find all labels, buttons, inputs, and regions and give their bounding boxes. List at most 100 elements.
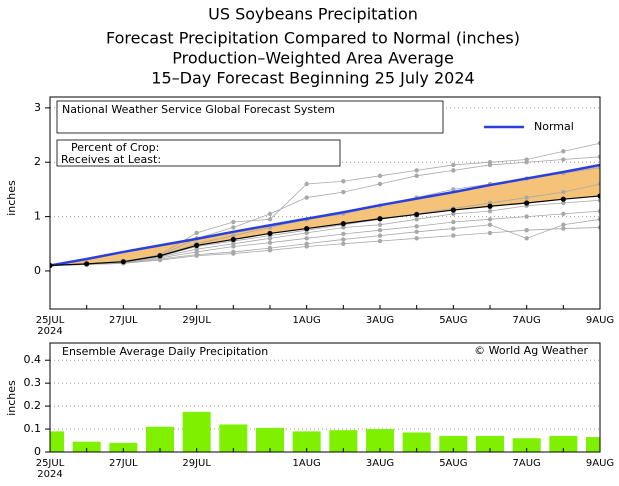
plot-frame	[49, 96, 601, 310]
member-point	[487, 230, 493, 236]
y-tick-label: 0.4	[24, 353, 42, 366]
y-tick-label: 0	[34, 445, 41, 458]
member-point	[267, 211, 273, 217]
bar	[476, 435, 504, 452]
average-point	[50, 262, 53, 269]
member-point	[561, 211, 566, 217]
member-point	[451, 219, 456, 225]
member-point	[194, 230, 199, 236]
member-point	[304, 230, 309, 236]
member-point	[341, 179, 346, 184]
average-point	[377, 216, 383, 222]
member-point	[377, 238, 383, 244]
y-axis-label: inches	[5, 380, 18, 416]
x-tick-label: 27JUL	[109, 315, 138, 326]
x-tick-label: 5AUG	[439, 315, 467, 326]
plot-frame	[49, 342, 601, 453]
member-point	[341, 225, 346, 230]
average-point	[267, 230, 273, 237]
member-point	[414, 236, 419, 241]
member-point	[304, 181, 309, 187]
bar	[182, 411, 211, 452]
x-tick-label: 5AUG	[439, 458, 467, 469]
average-point	[524, 200, 530, 206]
x-tick-label: 9AUG	[586, 458, 614, 469]
member-point	[451, 211, 456, 217]
member-point	[451, 168, 456, 173]
average-line	[50, 195, 600, 267]
member-point	[414, 224, 419, 229]
x-tick-label: 25JUL	[36, 315, 65, 326]
member-point	[597, 198, 600, 203]
average-point	[120, 259, 126, 265]
member-point	[231, 233, 236, 238]
member-point	[597, 181, 600, 187]
member-point	[597, 208, 600, 214]
x-tick-label: 1AUG	[293, 315, 321, 326]
panel-title: Ensemble Average Daily Precipitation	[62, 345, 268, 358]
average-point	[230, 236, 236, 243]
member-point	[597, 141, 600, 146]
member-point	[377, 181, 383, 187]
member-point	[451, 162, 456, 168]
member-point	[487, 208, 493, 214]
x-year-label: 2024	[37, 469, 62, 480]
average-point	[487, 203, 493, 209]
member-point	[451, 187, 456, 192]
bar	[219, 424, 248, 452]
member-point	[341, 231, 346, 237]
member-point	[487, 222, 493, 227]
member-point	[414, 168, 419, 173]
chart-subtitle: Production–Weighted Area Average	[172, 49, 454, 68]
y-tick-label: 0	[34, 264, 41, 277]
chart-subtitle: 15–Day Forecast Beginning 25 July 2024	[151, 69, 474, 88]
bar	[549, 435, 578, 452]
average-point	[450, 207, 456, 213]
bar	[366, 429, 394, 452]
member-point	[524, 195, 529, 200]
member-point	[304, 244, 309, 249]
member-point	[561, 226, 566, 231]
average-point	[414, 211, 420, 218]
member-point	[157, 257, 163, 263]
member-point	[194, 253, 199, 258]
y-tick-label: 1	[34, 210, 41, 223]
bar	[109, 442, 138, 452]
credit: © World Ag Weather	[474, 344, 588, 357]
member-point	[267, 236, 273, 241]
y-tick-label: 2	[34, 155, 41, 168]
member-point	[487, 162, 493, 168]
x-tick-label: 3AUG	[366, 458, 394, 469]
member-point	[341, 241, 346, 246]
member-point	[414, 173, 419, 179]
member-point	[561, 200, 566, 206]
bar	[146, 426, 174, 452]
chart-subtitle: Forecast Precipitation Compared to Norma…	[106, 29, 520, 48]
y-axis-label: inches	[5, 180, 18, 216]
average-point	[157, 253, 163, 259]
legend-title: National Weather Service Global Forecast…	[62, 103, 335, 116]
member-point	[377, 222, 383, 227]
y-tick-label: 0.3	[24, 376, 42, 389]
y-tick-label: 0.1	[24, 422, 42, 435]
legend-label: Normal	[534, 120, 574, 133]
member-line	[50, 210, 600, 266]
average-point	[194, 242, 200, 248]
member-point	[341, 237, 346, 242]
member-point	[561, 189, 566, 195]
x-tick-label: 3AUG	[366, 315, 394, 326]
member-point	[341, 189, 346, 195]
member-line	[50, 199, 600, 266]
x-tick-label: 1AUG	[293, 458, 321, 469]
member-point	[524, 236, 529, 241]
average-point	[84, 261, 90, 267]
member-point	[231, 251, 236, 256]
member-point	[267, 240, 273, 245]
legend-box	[56, 100, 444, 134]
x-tick-label: 9AUG	[586, 315, 614, 326]
member-point	[597, 154, 600, 159]
member-point	[304, 195, 309, 200]
bar	[72, 441, 101, 452]
x-tick-label: 29JUL	[182, 315, 211, 326]
